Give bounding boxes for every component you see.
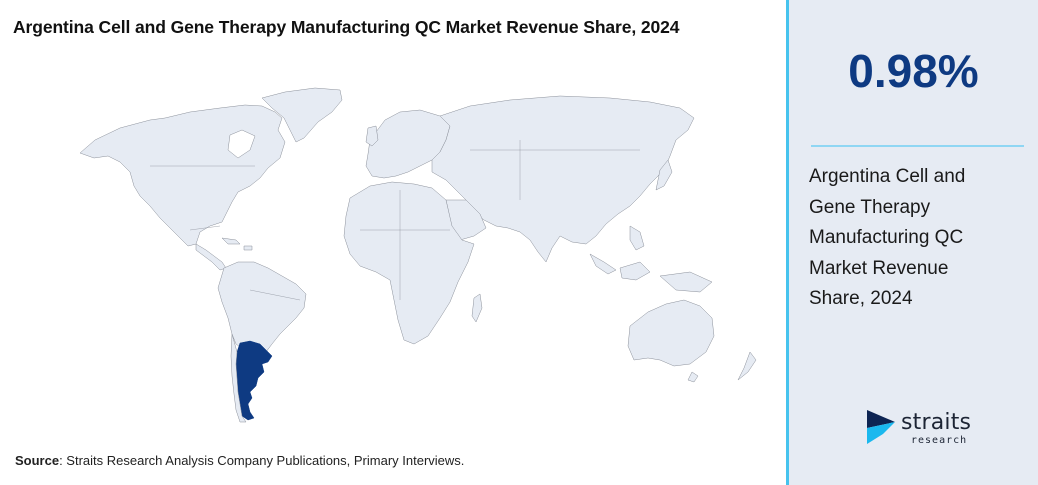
logo-subtitle: research bbox=[911, 435, 968, 446]
australia bbox=[627, 299, 715, 367]
share-description: Argentina Cell and Gene Therapy Manufact… bbox=[809, 166, 966, 309]
source-label: Source bbox=[15, 453, 60, 468]
southeast-asia bbox=[589, 253, 617, 275]
share-value: 0.98% bbox=[848, 45, 979, 97]
north-america bbox=[79, 104, 286, 247]
argentina-region bbox=[235, 340, 273, 421]
map-area: Argentina Cell and Gene Therapy Manufact… bbox=[13, 17, 757, 468]
page-title: Argentina Cell and Gene Therapy Manufact… bbox=[13, 17, 680, 37]
straits-chevron-logo-icon bbox=[867, 410, 895, 444]
greenland bbox=[261, 87, 343, 143]
south-america bbox=[217, 261, 307, 357]
source-text: : Straits Research Analysis Company Publ… bbox=[59, 453, 465, 468]
panel-divider bbox=[811, 145, 1024, 147]
world-map bbox=[79, 87, 757, 423]
asia bbox=[431, 95, 695, 263]
central-america bbox=[195, 243, 227, 271]
straits-research-logo: straits research bbox=[865, 408, 975, 448]
stat-panel: 0.98% Argentina Cell and Gene Therapy Ma… bbox=[786, 0, 1038, 485]
africa bbox=[343, 181, 475, 345]
source-note: Source: Straits Research Analysis Compan… bbox=[15, 453, 464, 468]
logo-wordmark: straits bbox=[901, 410, 972, 435]
